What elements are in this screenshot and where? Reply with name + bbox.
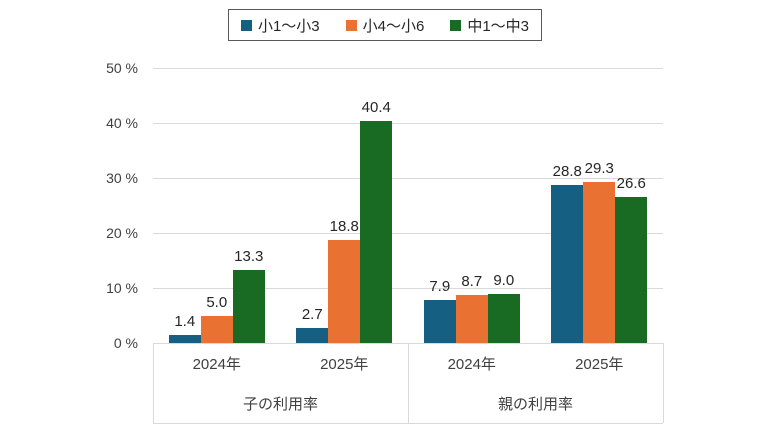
x-axis-category-label: 2025年 (320, 356, 369, 373)
bar-value-label: 1.4 (174, 313, 196, 331)
bar (360, 120, 393, 343)
y-axis-tick-label: 40 % (106, 115, 138, 131)
legend-label: 中1〜中3 (467, 17, 530, 35)
gridline (153, 178, 663, 179)
bar-value-label: 29.3 (584, 159, 614, 177)
bar-value-label: 8.7 (461, 273, 483, 291)
legend: 小1〜小3 小4〜小6 中1〜中3 (228, 9, 542, 41)
axis-bottom-border (153, 423, 663, 424)
bar-value-label: 7.9 (429, 277, 451, 295)
axis-divider (408, 343, 409, 423)
legend-item: 小1〜小3 (240, 15, 320, 36)
bar (423, 299, 456, 343)
bar-value-label: 40.4 (361, 98, 391, 116)
bar (583, 181, 616, 343)
y-axis-tick-label: 50 % (106, 60, 138, 76)
legend-swatch-icon (450, 19, 462, 31)
bar (232, 269, 265, 343)
bar-value-label: 9.0 (493, 271, 515, 289)
legend-label: 小1〜小3 (257, 17, 320, 35)
x-axis-category-label: 2025年 (575, 356, 624, 373)
y-axis-tick-label: 30 % (106, 170, 138, 186)
gridline (153, 123, 663, 124)
gridline (153, 68, 663, 69)
x-axis-group-label: 親の利用率 (497, 396, 573, 413)
bar-value-label: 5.0 (206, 293, 228, 311)
bar (487, 293, 520, 343)
y-axis-tick-label: 20 % (106, 225, 138, 241)
axis-divider (663, 343, 664, 423)
legend-item: 中1〜中3 (450, 15, 529, 36)
bar (168, 335, 201, 343)
bar (296, 328, 329, 343)
legend-swatch-icon (345, 19, 357, 31)
bar-value-label: 13.3 (234, 247, 264, 265)
legend-swatch-icon (240, 19, 252, 31)
legend-label: 小4〜小6 (362, 17, 425, 35)
x-axis-group-label: 子の利用率 (242, 396, 318, 413)
x-axis-category-label: 2024年 (192, 356, 241, 373)
y-axis-tick-label: 10 % (106, 280, 138, 296)
y-axis-tick-label: 0 % (113, 335, 138, 351)
bar (200, 315, 233, 343)
axis-divider (153, 343, 154, 423)
legend-item: 小4〜小6 (345, 15, 425, 36)
bar (455, 295, 488, 343)
bar-value-label: 28.8 (552, 162, 582, 180)
bar-value-label: 18.8 (329, 217, 359, 235)
bar (615, 196, 648, 343)
gridline (153, 233, 663, 234)
bar (551, 184, 584, 343)
x-axis-category-label: 2024年 (447, 356, 496, 373)
bar-value-label: 2.7 (301, 306, 323, 324)
bar (328, 239, 361, 343)
gridline (153, 288, 663, 289)
bar-value-label: 26.6 (616, 174, 646, 192)
